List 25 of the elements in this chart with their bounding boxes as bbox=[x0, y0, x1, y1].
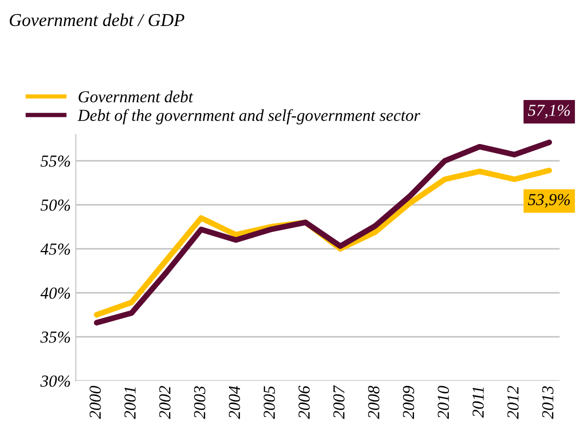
y-tick-label: 40% bbox=[40, 288, 70, 299]
x-tick-label: 2002 bbox=[159, 386, 170, 419]
chart-title: Government debt / GDP bbox=[10, 13, 184, 26]
x-tick-label: 2010 bbox=[438, 386, 449, 419]
x-tick-label: 2001 bbox=[124, 387, 136, 419]
x-tick-label: 2003 bbox=[194, 386, 206, 419]
x-tick-label: 2011 bbox=[472, 387, 484, 418]
x-tick-label: 2007 bbox=[333, 385, 345, 419]
x-tick-label: 2000 bbox=[90, 386, 101, 419]
x-tick-label: 2008 bbox=[368, 386, 380, 419]
legend-label: Government debt bbox=[78, 90, 194, 102]
x-tick-label: 2009 bbox=[402, 386, 414, 419]
y-tick-label: 45% bbox=[40, 244, 70, 255]
x-tick-label: 2013 bbox=[542, 386, 554, 419]
y-tick-label: 30% bbox=[40, 376, 70, 387]
legend-label: Debt of the government and self-government sector bbox=[78, 109, 420, 124]
x-tick-label: 2012 bbox=[507, 386, 519, 419]
x-tick-label: 2005 bbox=[264, 386, 275, 419]
y-tick-label: 55% bbox=[40, 156, 70, 167]
data-label: 57,1% bbox=[528, 104, 570, 118]
data-label: 53,9% bbox=[528, 194, 570, 208]
x-tick-label: 2006 bbox=[298, 386, 310, 419]
x-tick-label: 2004 bbox=[228, 386, 240, 419]
y-tick-label: 50% bbox=[40, 200, 70, 211]
y-tick-label: 35% bbox=[40, 332, 70, 343]
